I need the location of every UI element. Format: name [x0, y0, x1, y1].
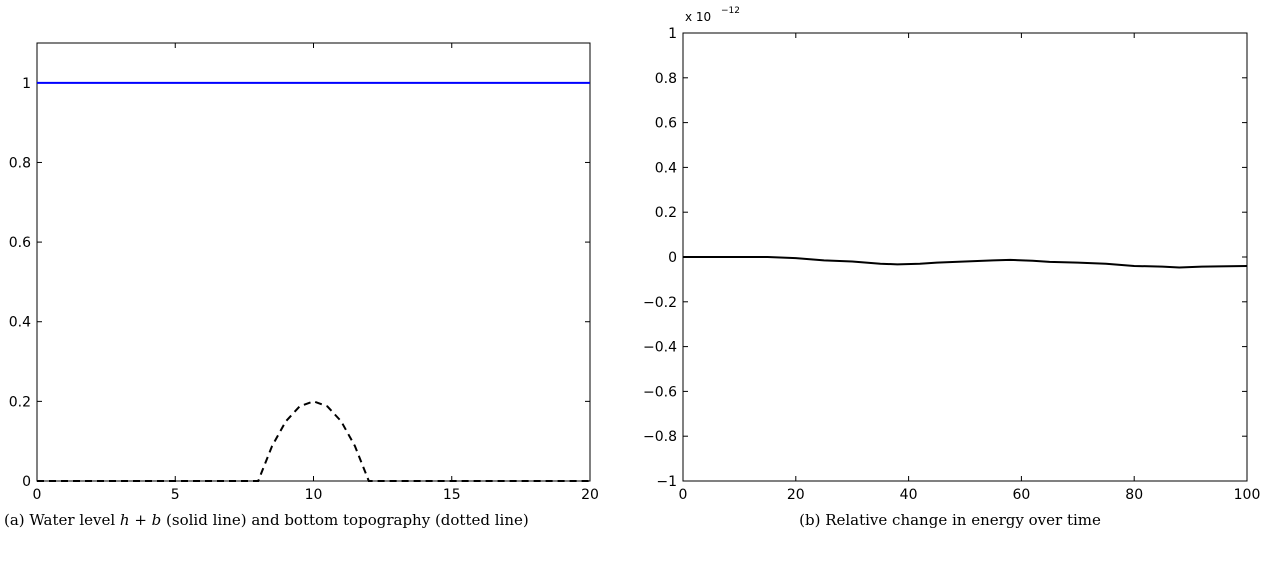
y-tick-label-a: 0.6: [9, 235, 31, 251]
x-tick-label-b: 20: [787, 487, 805, 500]
x-tick-label-a: 0: [33, 487, 42, 500]
caption-a: (a) Water level h + b (solid line) and b…: [4, 510, 604, 530]
y-tick-label-b: −0.4: [643, 340, 677, 356]
x-tick-label-a: 15: [443, 487, 461, 500]
y-exponent-power-b: −12: [721, 6, 740, 16]
y-tick-label-a: 0.2: [9, 394, 31, 410]
x-tick-label-b: 60: [1012, 487, 1030, 500]
series-line-b-1: [683, 256, 1248, 269]
caption-b-text: (b) Relative change in energy over time: [799, 511, 1101, 529]
x-tick-label-a: 10: [305, 487, 323, 500]
y-tick-label-b: 0: [668, 250, 677, 266]
x-tick-label-a: 5: [171, 487, 180, 500]
y-tick-label-b: −0.8: [643, 429, 677, 445]
caption-a-suffix: (solid line) and bottom topography (dott…: [161, 511, 529, 529]
y-tick-label-b: 0.4: [655, 160, 677, 176]
y-tick-label-b: 0.6: [655, 116, 677, 132]
y-tick-label-a: 0: [22, 474, 31, 490]
y-tick-label-b: −1: [656, 474, 677, 490]
x-tick-label-b: 40: [900, 487, 918, 500]
x-tick-label-b: 0: [679, 487, 688, 500]
series-line-a-2: [37, 400, 590, 482]
y-exponent-base-b: x 10: [685, 10, 711, 24]
x-tick-label-b: 100: [1234, 487, 1261, 500]
y-tick-label-b: 1: [668, 26, 677, 42]
x-tick-label-a: 20: [581, 487, 599, 500]
y-tick-label-b: −0.2: [643, 295, 677, 311]
caption-a-math: h + b: [119, 511, 162, 529]
y-tick-label-a: 1: [22, 76, 31, 92]
caption-a-prefix: (a) Water level: [4, 511, 120, 529]
y-tick-label-b: 0.2: [655, 205, 677, 221]
axes-frame-a: [36, 42, 591, 482]
y-tick-label-a: 0.8: [9, 155, 31, 171]
chart-panel-b: 0 20 40 60 80 100 −1 −0.8 −0.6 −0.4 −0.2 0 0.2 0.4 0.6…: [643, 6, 1260, 500]
y-tick-label-a: 0.4: [9, 315, 31, 331]
caption-b: (b) Relative change in energy over time: [640, 510, 1260, 530]
y-tick-label-b: −0.6: [643, 384, 677, 400]
chart-panel-a: 0 5 10 15 20 0 0.2 0.4 0.6 0.8 1: [9, 42, 599, 500]
x-tick-label-b: 80: [1125, 487, 1143, 500]
y-tick-label-b: 0.8: [655, 71, 677, 87]
